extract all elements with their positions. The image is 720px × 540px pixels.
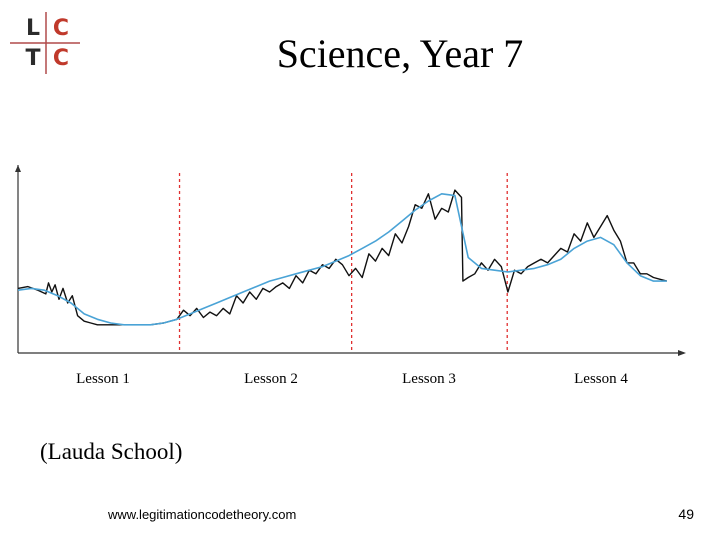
lctc-logo: L C T C (8, 10, 84, 76)
logo-letter-c-bottom: C (52, 46, 70, 71)
logo-letter-c-top: C (52, 16, 70, 41)
lesson-label-4: Lesson 4 (574, 371, 628, 387)
semantic-wave-chart: Lesson 1 Lesson 2 Lesson 3 Lesson 4 (15, 165, 686, 387)
logo-cross (10, 12, 80, 74)
lesson-label-1: Lesson 1 (76, 371, 130, 387)
page-number: 49 (678, 506, 694, 522)
profile-line (17, 189, 667, 326)
lesson-labels: Lesson 1 Lesson 2 Lesson 3 Lesson 4 (76, 371, 628, 387)
x-axis-arrow (678, 350, 686, 356)
chart-axes (15, 165, 686, 356)
lesson-dividers (178, 173, 508, 353)
website-url[interactable]: www.legitimationcodetheory.com (108, 507, 297, 522)
trend-line (17, 192, 667, 326)
lesson-label-2: Lesson 2 (244, 371, 298, 387)
slide-title: Science, Year 7 (276, 31, 524, 76)
y-axis-arrow (15, 165, 21, 172)
school-caption: (Lauda School) (40, 439, 183, 464)
logo-letter-t: T (25, 46, 41, 71)
lesson-label-3: Lesson 3 (402, 371, 456, 387)
logo-letter-l: L (25, 16, 41, 41)
series-layer (17, 189, 667, 326)
